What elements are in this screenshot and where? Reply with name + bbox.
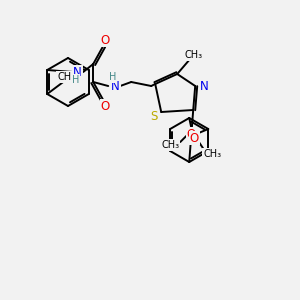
Text: S: S — [151, 110, 158, 122]
Text: H: H — [71, 75, 79, 85]
Text: CH₃: CH₃ — [161, 140, 179, 150]
Text: O: O — [100, 34, 110, 46]
Text: N: N — [111, 80, 120, 92]
Text: N: N — [200, 80, 208, 92]
Text: CH₃: CH₃ — [184, 50, 202, 60]
Text: N: N — [73, 65, 82, 79]
Text: O: O — [190, 131, 199, 145]
Text: O: O — [100, 100, 110, 112]
Text: O: O — [187, 128, 196, 140]
Text: CH₃: CH₃ — [203, 149, 221, 159]
Text: CH₃: CH₃ — [57, 72, 75, 82]
Text: H: H — [109, 72, 116, 82]
